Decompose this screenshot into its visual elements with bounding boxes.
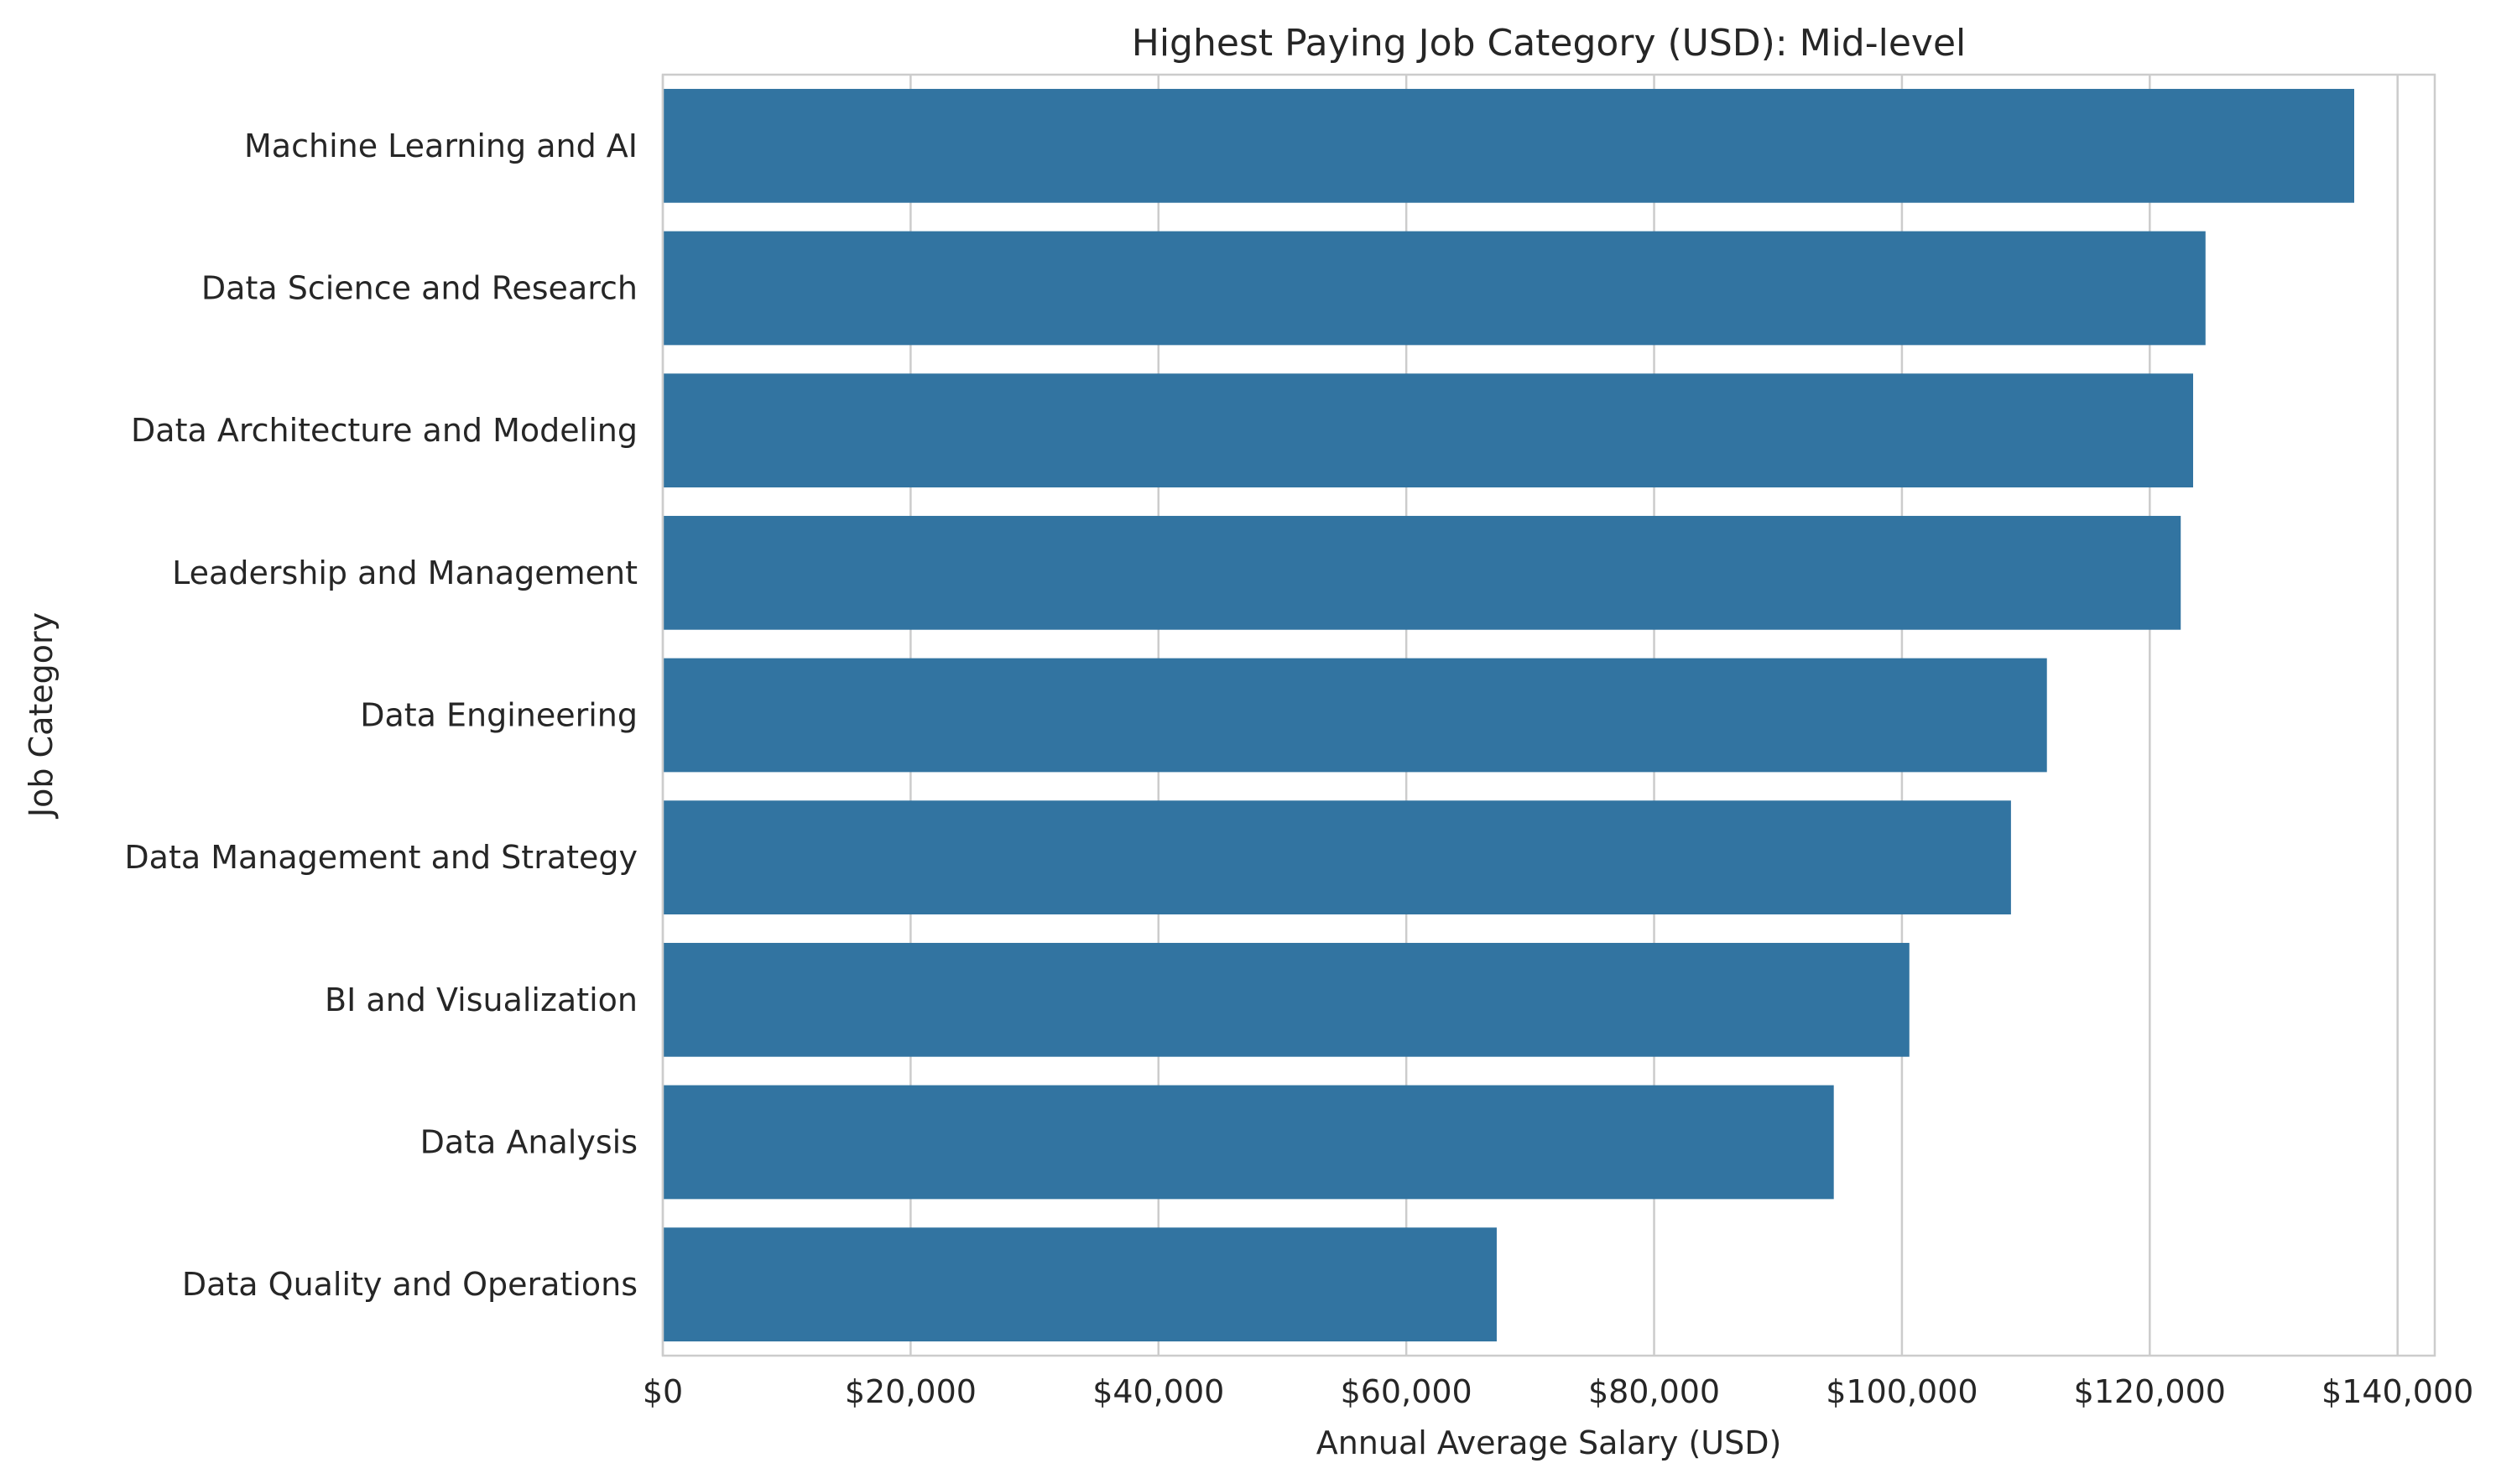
bar	[663, 88, 2354, 203]
y-tick-labels: Machine Learning and AI Data Science and …	[124, 128, 638, 1303]
plot-frame	[661, 73, 2436, 1357]
bar	[663, 515, 2181, 630]
bar	[663, 658, 2047, 773]
y-tick-label: Data Engineering	[360, 697, 638, 734]
y-tick-label: Data Management and Strategy	[124, 839, 638, 876]
chart-title: Highest Paying Job Category (USD): Mid-l…	[1132, 22, 1967, 65]
y-tick-label: Data Analysis	[420, 1124, 638, 1161]
x-tick-label: $140,000	[2321, 1373, 2473, 1410]
bar	[663, 231, 2206, 346]
y-axis-label: Job Category	[23, 612, 60, 819]
y-tick-label: Data Science and Research	[201, 270, 638, 307]
bar	[663, 800, 2011, 915]
y-tick-label: Data Quality and Operations	[182, 1266, 638, 1303]
x-tick-label: $80,000	[1588, 1373, 1720, 1410]
y-tick-label: Leadership and Management	[172, 555, 638, 591]
bar	[663, 942, 1910, 1057]
x-tick-label: $100,000	[1826, 1373, 1978, 1410]
x-tick-label: $0	[643, 1373, 683, 1410]
bar	[663, 1227, 1497, 1342]
x-axis-label: Annual Average Salary (USD)	[1316, 1424, 1782, 1461]
y-tick-label: Machine Learning and AI	[244, 128, 638, 164]
y-tick-label: Data Architecture and Modeling	[131, 412, 638, 449]
bar	[663, 1085, 1834, 1200]
bars	[663, 88, 2354, 1342]
x-tick-label: $60,000	[1341, 1373, 1472, 1410]
x-tick-labels: $0 $20,000 $40,000 $60,000 $80,000 $100,000 $1…	[643, 1373, 2474, 1410]
x-tick-label: $40,000	[1092, 1373, 1224, 1410]
x-tick-label: $120,000	[2074, 1373, 2226, 1410]
x-tick-label: $20,000	[845, 1373, 977, 1410]
y-tick-label: BI and Visualization	[325, 982, 638, 1018]
bar	[663, 373, 2193, 488]
